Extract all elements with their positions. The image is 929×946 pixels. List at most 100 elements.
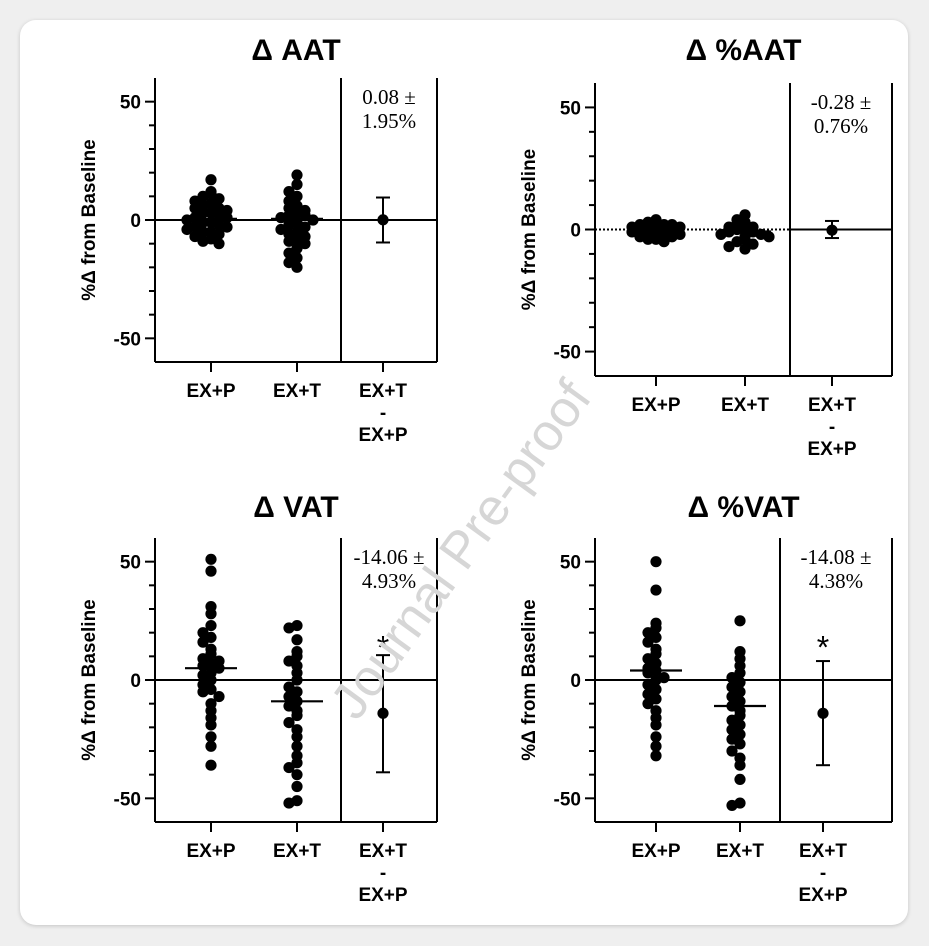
data-point [658, 236, 670, 248]
difference-point [817, 707, 829, 719]
data-point [726, 799, 738, 812]
data-point [283, 797, 295, 809]
y-axis-label: %Δ from Baseline [79, 599, 100, 760]
x-tick-label: EX+T [273, 841, 321, 862]
difference-label-line: - [820, 863, 826, 884]
y-axis-label: %Δ from Baseline [79, 139, 100, 300]
data-point [197, 235, 209, 247]
x-tick-label: EX+T [721, 395, 769, 416]
data-point [291, 674, 303, 686]
data-point [291, 780, 303, 793]
difference-point [377, 707, 389, 719]
data-point [650, 750, 662, 762]
difference-annotation-line: 0.76% [814, 114, 868, 138]
data-point [291, 740, 303, 752]
y-tick-label: 50 [120, 553, 141, 574]
difference-point [826, 224, 838, 236]
data-point [205, 565, 217, 577]
y-tick-label: 50 [120, 93, 141, 114]
y-tick-label: -50 [114, 329, 141, 350]
difference-label-line: - [380, 863, 386, 884]
data-point [734, 615, 746, 627]
data-point [213, 238, 225, 250]
data-point [205, 619, 217, 632]
y-axis-label: %Δ from Baseline [519, 599, 540, 760]
data-point [221, 221, 233, 233]
data-point [642, 636, 654, 648]
difference-annotation-line: 1.95% [362, 109, 416, 133]
data-point [283, 761, 295, 774]
chart-title: Δ %AAT [685, 34, 801, 67]
y-tick-label: -50 [554, 343, 581, 364]
data-point [642, 698, 654, 710]
x-tick-label: EX+P [186, 381, 235, 402]
data-point [291, 169, 303, 181]
data-point [197, 636, 209, 648]
data-point [213, 690, 225, 703]
difference-label-line: EX+P [798, 885, 847, 906]
data-point [205, 174, 217, 186]
chart-title: Δ AAT [251, 34, 340, 67]
data-point [205, 608, 217, 620]
chart-panel-2: Δ %AAT %Δ from Baseline 50 0 -50 EX+P EX+T EX+T… [519, 34, 893, 460]
difference-label-line: EX+T [359, 841, 407, 862]
difference-annotation-line: -14.08 ± [800, 545, 871, 569]
difference-label-line: EX+P [358, 885, 407, 906]
difference-label-line: EX+P [807, 439, 856, 460]
difference-label-line: - [829, 417, 835, 438]
significance-marker: * [377, 630, 389, 666]
x-tick-label: EX+P [631, 841, 680, 862]
difference-label-line: EX+T [808, 395, 856, 416]
data-point [283, 235, 295, 247]
data-point [205, 719, 217, 731]
data-point [221, 212, 233, 224]
difference-point [377, 214, 389, 226]
difference-label-line: - [380, 403, 386, 424]
data-point [747, 238, 759, 250]
data-point [275, 212, 287, 224]
data-point [283, 717, 295, 729]
chart-title: Δ %VAT [687, 491, 799, 524]
data-point [291, 261, 303, 273]
data-point [642, 233, 654, 245]
data-point [291, 634, 303, 646]
data-point [650, 719, 662, 731]
x-tick-label: EX+T [716, 841, 764, 862]
data-point [197, 686, 209, 698]
data-point [205, 740, 217, 752]
data-point [650, 740, 662, 752]
data-point [205, 731, 217, 743]
data-point [291, 731, 303, 743]
difference-label-line: EX+P [358, 425, 407, 446]
x-tick-label: EX+P [631, 395, 680, 416]
data-point [763, 231, 775, 243]
data-point [650, 584, 662, 596]
chart-panel-4: Δ %VAT %Δ from Baseline 50 0 -50 EX+P EX+T EX+T… [519, 491, 893, 906]
y-tick-label: 0 [130, 671, 141, 692]
data-point [626, 226, 638, 238]
data-point [734, 738, 746, 750]
figure-card [20, 20, 908, 925]
data-point [205, 553, 217, 565]
difference-annotation-line: 4.93% [362, 569, 416, 593]
data-point [734, 773, 746, 786]
y-tick-label: 0 [130, 211, 141, 232]
data-point [307, 214, 319, 226]
data-point [181, 223, 193, 236]
data-point [726, 745, 738, 757]
y-tick-label: -50 [554, 789, 581, 810]
difference-label-line: EX+T [359, 381, 407, 402]
difference-annotation-line: 0.08 ± [362, 85, 416, 109]
data-point [283, 622, 295, 634]
y-tick-label: 50 [560, 553, 581, 574]
data-point [291, 709, 303, 722]
y-axis-label: %Δ from Baseline [519, 149, 540, 310]
y-tick-label: 50 [560, 98, 581, 119]
data-point [181, 214, 193, 226]
difference-annotation-line: 4.38% [809, 569, 863, 593]
chart-title: Δ VAT [253, 491, 338, 524]
data-point [734, 759, 746, 771]
